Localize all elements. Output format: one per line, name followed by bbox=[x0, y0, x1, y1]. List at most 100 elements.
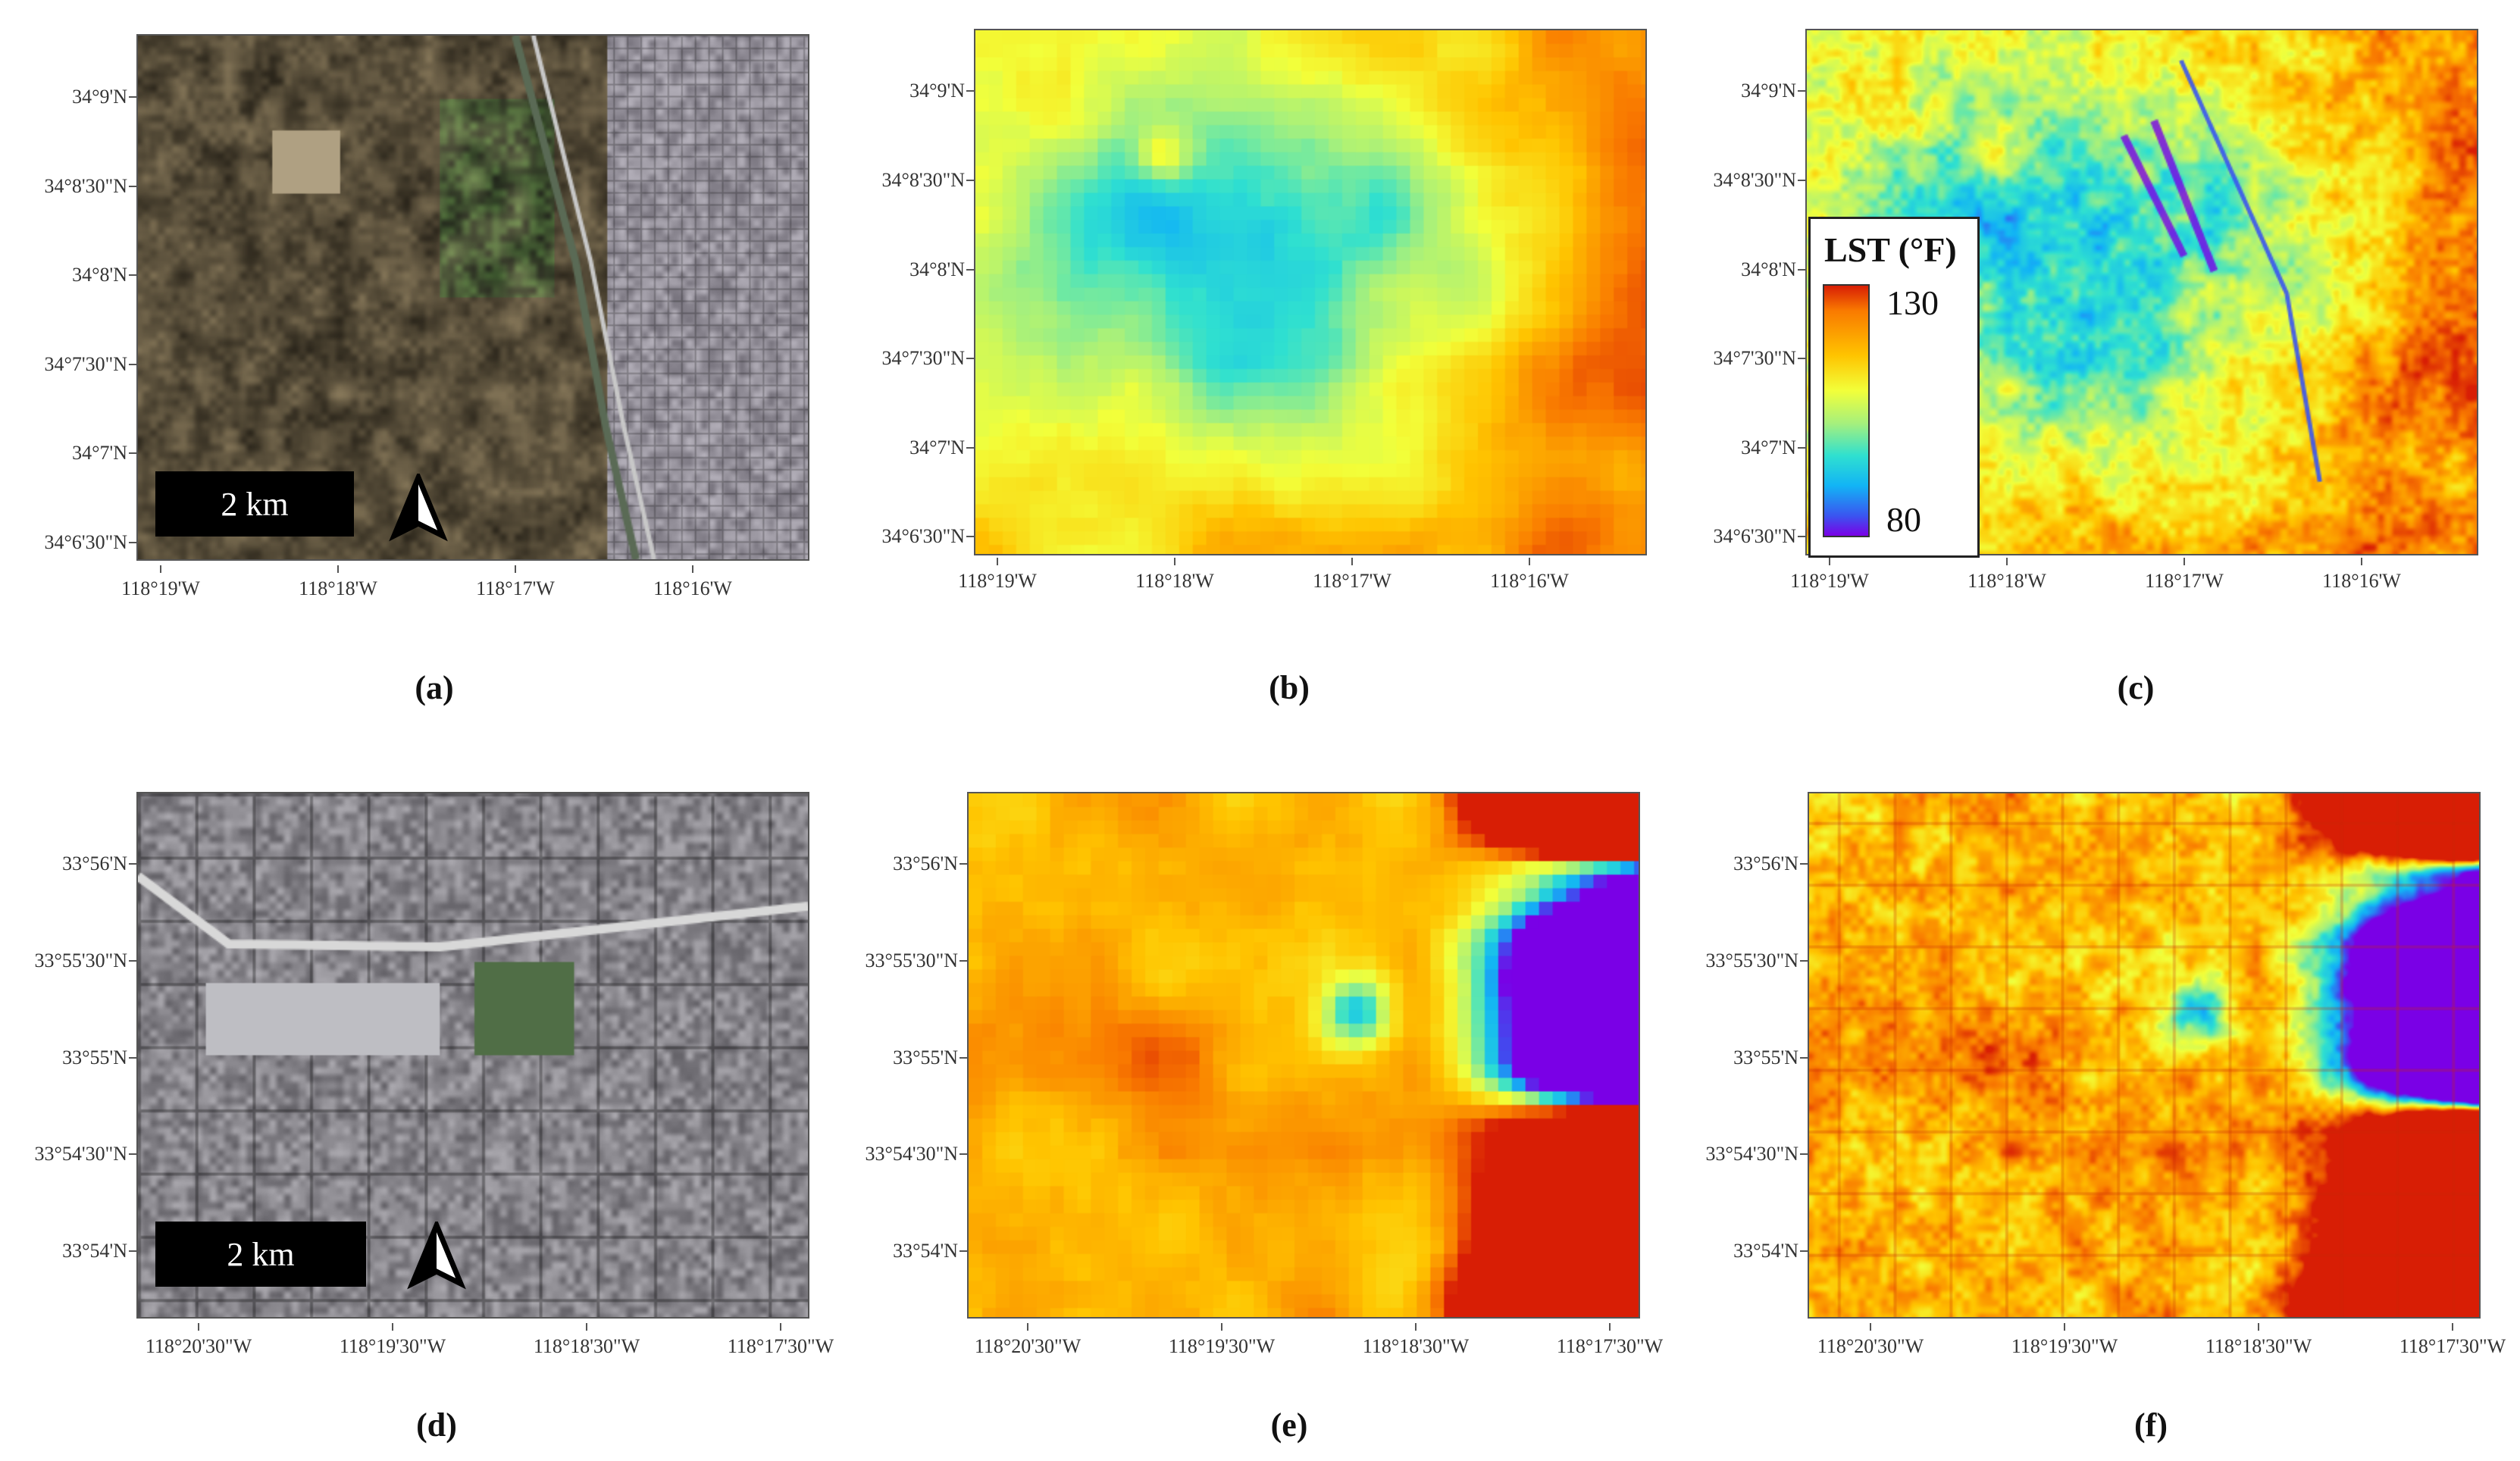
latitude-tick-label: 33°54'N bbox=[1733, 1240, 1798, 1262]
latitude-tick-label: 33°54'30"N bbox=[865, 1143, 958, 1165]
latitude-tick-label: 34°7'N bbox=[909, 436, 965, 458]
latitude-tick-mark bbox=[966, 536, 974, 537]
latitude-tick-mark bbox=[959, 1153, 967, 1155]
longitude-tick-label: 118°16'W bbox=[2322, 570, 2401, 592]
latitude-tick-mark bbox=[1798, 536, 1805, 537]
latitude-tick-mark bbox=[959, 1057, 967, 1059]
longitude-tick-mark bbox=[1529, 558, 1530, 565]
lst-map-coarse-e bbox=[967, 792, 1640, 1319]
latitude-tick-mark bbox=[1800, 1250, 1808, 1252]
legend-max-value: 130 bbox=[1886, 283, 1939, 322]
latitude-tick-mark bbox=[966, 447, 974, 449]
longitude-tick-label: 118°16'W bbox=[653, 577, 732, 599]
latitude-tick-mark bbox=[129, 96, 136, 98]
latitude-tick-mark bbox=[129, 1250, 136, 1252]
lst-legend: LST (°F) 130 80 bbox=[1808, 217, 1980, 558]
longitude-tick-label: 118°17'W bbox=[1313, 570, 1391, 592]
latitude-tick-label: 33°56'N bbox=[893, 853, 958, 874]
latitude-tick-mark bbox=[1798, 90, 1805, 92]
longitude-tick-mark bbox=[2006, 558, 2008, 565]
latitude-tick-mark bbox=[959, 1250, 967, 1252]
longitude-tick-mark bbox=[1221, 1323, 1222, 1331]
latitude-tick-mark bbox=[966, 90, 974, 92]
longitude-tick-label: 118°18'W bbox=[299, 577, 377, 599]
scale-bar: 2 km bbox=[155, 471, 354, 537]
longitude-tick-mark bbox=[2452, 1323, 2453, 1331]
longitude-tick-mark bbox=[2361, 558, 2362, 565]
longitude-tick-label: 118°19'W bbox=[958, 570, 1037, 592]
latitude-tick-mark bbox=[1800, 960, 1808, 962]
latitude-tick-label: 34°6'30"N bbox=[44, 531, 127, 553]
panel-label-e: (e) bbox=[1270, 1406, 1308, 1444]
longitude-tick-label: 118°19'W bbox=[121, 577, 200, 599]
latitude-tick-label: 34°8'N bbox=[1741, 258, 1796, 280]
lst-map-coarse-b bbox=[974, 29, 1647, 555]
latitude-tick-label: 33°55'30"N bbox=[1705, 949, 1798, 971]
legend-min-value: 80 bbox=[1886, 500, 1921, 539]
latitude-tick-label: 33°56'N bbox=[1733, 853, 1798, 874]
longitude-tick-label: 118°19'30"W bbox=[1168, 1335, 1276, 1357]
longitude-tick-label: 118°17'30"W bbox=[2399, 1335, 2506, 1357]
longitude-tick-mark bbox=[1829, 558, 1830, 565]
latitude-tick-mark bbox=[129, 1057, 136, 1059]
latitude-tick-label: 33°55'30"N bbox=[865, 949, 958, 971]
north-arrow-icon bbox=[389, 474, 448, 542]
longitude-tick-label: 118°16'W bbox=[1490, 570, 1569, 592]
longitude-tick-mark bbox=[392, 1323, 393, 1331]
latitude-tick-mark bbox=[1798, 447, 1805, 449]
latitude-tick-label: 33°55'N bbox=[62, 1046, 127, 1068]
latitude-tick-label: 33°54'30"N bbox=[34, 1143, 127, 1165]
longitude-tick-mark bbox=[1027, 1323, 1028, 1331]
latitude-tick-label: 34°8'30"N bbox=[881, 169, 965, 191]
latitude-tick-label: 34°6'30"N bbox=[881, 525, 965, 547]
latitude-tick-mark bbox=[966, 358, 974, 359]
lst-map-fine-f bbox=[1808, 792, 2481, 1319]
longitude-tick-mark bbox=[1870, 1323, 1871, 1331]
latitude-tick-label: 33°56'N bbox=[62, 853, 127, 874]
panel-label-b: (b) bbox=[1269, 669, 1310, 706]
latitude-tick-mark bbox=[966, 180, 974, 181]
longitude-tick-mark bbox=[692, 565, 693, 573]
latitude-tick-mark bbox=[129, 274, 136, 276]
longitude-tick-mark bbox=[1415, 1323, 1417, 1331]
longitude-tick-label: 118°19'30"W bbox=[2011, 1335, 2118, 1357]
longitude-tick-label: 118°20'30"W bbox=[974, 1335, 1082, 1357]
latitude-tick-label: 34°8'30"N bbox=[44, 175, 127, 197]
latitude-tick-label: 34°7'30"N bbox=[1713, 347, 1796, 369]
longitude-tick-mark bbox=[160, 565, 161, 573]
longitude-tick-label: 118°18'30"W bbox=[533, 1335, 640, 1357]
longitude-tick-label: 118°18'W bbox=[1135, 570, 1214, 592]
latitude-tick-label: 34°7'N bbox=[72, 442, 127, 464]
latitude-tick-label: 34°7'30"N bbox=[881, 347, 965, 369]
longitude-tick-mark bbox=[1609, 1323, 1611, 1331]
longitude-tick-mark bbox=[198, 1323, 199, 1331]
longitude-tick-label: 118°18'30"W bbox=[1362, 1335, 1470, 1357]
latitude-tick-mark bbox=[1798, 358, 1805, 359]
latitude-tick-mark bbox=[129, 863, 136, 865]
scale-bar: 2 km bbox=[155, 1222, 366, 1287]
longitude-tick-mark bbox=[997, 558, 998, 565]
latitude-tick-label: 33°54'N bbox=[62, 1240, 127, 1262]
longitude-tick-label: 118°17'30"W bbox=[727, 1335, 834, 1357]
panel-label-a: (a) bbox=[415, 669, 454, 706]
latitude-tick-mark bbox=[129, 960, 136, 962]
latitude-tick-label: 34°7'30"N bbox=[44, 353, 127, 375]
latitude-tick-mark bbox=[129, 452, 136, 454]
longitude-tick-mark bbox=[1351, 558, 1353, 565]
longitude-tick-mark bbox=[2183, 558, 2185, 565]
longitude-tick-label: 118°17'W bbox=[2145, 570, 2224, 592]
latitude-tick-label: 34°7'N bbox=[1741, 436, 1796, 458]
longitude-tick-label: 118°19'30"W bbox=[339, 1335, 446, 1357]
latitude-tick-label: 34°9'N bbox=[1741, 80, 1796, 102]
latitude-tick-mark bbox=[1798, 269, 1805, 271]
legend-title: LST (°F) bbox=[1824, 230, 1957, 269]
longitude-tick-label: 118°18'W bbox=[1967, 570, 2046, 592]
latitude-tick-mark bbox=[129, 364, 136, 365]
latitude-tick-mark bbox=[966, 269, 974, 271]
latitude-tick-mark bbox=[959, 960, 967, 962]
latitude-tick-label: 33°55'N bbox=[893, 1046, 958, 1068]
longitude-tick-mark bbox=[2064, 1323, 2065, 1331]
panel-label-f: (f) bbox=[2134, 1406, 2168, 1444]
longitude-tick-label: 118°18'30"W bbox=[2205, 1335, 2312, 1357]
longitude-tick-label: 118°17'W bbox=[476, 577, 555, 599]
